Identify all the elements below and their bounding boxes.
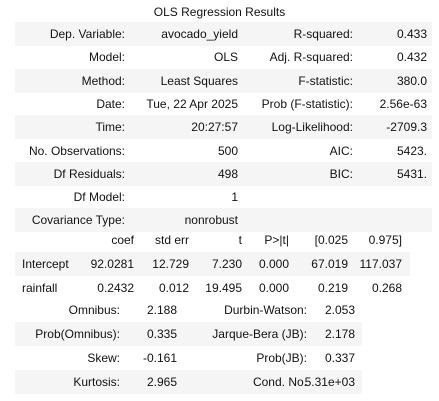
table-cell: Prob(Omnibus): [35, 327, 120, 341]
table-cell: 0.012 [158, 281, 189, 295]
table-cell: Durbin-Watson: [224, 303, 307, 317]
table-cell: Omnibus: [68, 303, 120, 317]
table-cell: 5431. [396, 166, 427, 181]
table-cell: 2.56e-63 [379, 96, 427, 111]
table-cell: Log-Likelihood: [271, 120, 353, 135]
table-cell: Date: [96, 96, 125, 111]
table-cell: 1 [231, 190, 238, 205]
table-cell: 7.230 [211, 257, 242, 271]
table-cell: 0.2432 [97, 281, 134, 295]
table-cell: 0.335 [146, 327, 177, 341]
table-cell: R-squared: [293, 27, 353, 41]
table-cell: No. Observations: [28, 143, 125, 158]
table-cell: Prob (F-statistic): [261, 96, 353, 111]
table-cell: rainfall [22, 281, 58, 295]
table-cell: std err [154, 233, 189, 247]
table-cell: [0.025 [314, 233, 348, 247]
table-cell: 0.337 [324, 351, 355, 365]
table-row: Df Model: 1 [15, 185, 432, 209]
table-cell: -2709.3 [386, 120, 427, 135]
table-cell: -0.161 [142, 351, 177, 365]
table-cell: avocado_yield [161, 27, 238, 41]
table-cell: 12.729 [152, 257, 189, 271]
table-cell: 498 [217, 166, 238, 181]
table-row: rainfall 0.2432 0.012 19.495 0.000 0.219 0.268 [15, 276, 410, 300]
table-row: No. Observations: 500 AIC: 5423. [15, 139, 432, 163]
table-cell: Covariance Type: [31, 213, 125, 228]
table-cell: 0.000 [258, 257, 289, 271]
table-cell: 92.0281 [90, 257, 134, 271]
table-cell: 20:27:57 [191, 120, 238, 135]
table-cell: 0.268 [371, 281, 402, 295]
table-cell: Intercept [22, 257, 69, 271]
table-cell: Least Squares [160, 73, 238, 88]
table-cell: 2.178 [324, 327, 355, 341]
table-row: Method: Least Squares F-statistic: 380.0 [15, 68, 432, 93]
table-cell: BIC: [329, 166, 353, 181]
table-cell: Df Model: [73, 190, 125, 205]
table-cell: Kurtosis: [73, 375, 120, 389]
table-cell: Tue, 22 Apr 2025 [146, 96, 238, 111]
table-cell: Skew: [87, 351, 120, 365]
table-cell: 2.188 [146, 303, 177, 317]
table-row: Omnibus: 2.188 Durbin-Watson: 2.053 [15, 298, 362, 322]
table-cell: 117.037 [359, 257, 403, 271]
table-cell: Jarque-Bera (JB): [212, 327, 307, 341]
table-cell: nonrobust [184, 213, 238, 228]
table-row: Intercept 92.0281 12.729 7.230 0.000 67.019 11… [15, 252, 410, 276]
table-cell: 0.432 [396, 50, 427, 65]
table-row: Model: OLS Adj. R-squared: 0.432 [15, 45, 432, 69]
table-cell: 67.019 [311, 257, 348, 271]
table-cell: 2.965 [146, 375, 177, 389]
table-cell: Adj. R-squared: [269, 50, 353, 65]
table-cell: Prob(JB): [256, 351, 307, 365]
table-row: Prob(Omnibus): 0.335 Jarque-Bera (JB): 2.17… [15, 322, 362, 346]
table-cell: P>|t| [264, 233, 289, 247]
table-cell: 380.0 [396, 73, 427, 88]
table-cell: coef [111, 233, 134, 247]
table-row: Kurtosis: 2.965 Cond. No. 5.31e+03 [15, 370, 362, 394]
table-cell: F-statistic: [298, 73, 353, 88]
table-cell: Method: [81, 73, 125, 88]
table-cell: OLS [213, 50, 238, 65]
table-row: Skew: -0.161 Prob(JB): 0.337 [15, 346, 362, 370]
table-row: Dep. Variable: avocado_yield R-squared: 0.4… [15, 22, 432, 46]
table-cell: t [238, 233, 242, 247]
table-row: Date: Tue, 22 Apr 2025 Prob (F-statistic):… [15, 92, 432, 116]
table-title: OLS Regression Results [153, 5, 286, 19]
table-cell: Cond. No. [252, 375, 307, 389]
table-row: Covariance Type: nonrobust [15, 208, 432, 233]
table-cell: Df Residuals: [53, 166, 125, 181]
table-cell: 0.219 [317, 281, 348, 295]
table-cell: 0.433 [396, 27, 427, 41]
table-cell: 0.000 [258, 281, 289, 295]
table-cell: Dep. Variable: [49, 27, 125, 41]
table-cell: 19.495 [205, 281, 242, 295]
table-cell: 500 [217, 143, 238, 158]
table-cell: 0.975] [368, 233, 402, 247]
table-cell: Time: [95, 120, 125, 135]
table-cell: AIC: [329, 143, 353, 158]
table-cell: Model: [88, 50, 125, 65]
table-row: coef std err t P>|t| [0.025 0.975] [15, 228, 410, 252]
table-cell: 5.31e+03 [304, 375, 355, 389]
table-cell: 5423. [396, 143, 427, 158]
table-row: Df Residuals: 498 BIC: 5431. [15, 161, 432, 186]
table-cell: 2.053 [324, 303, 355, 317]
table-row: Time: 20:27:57 Log-Likelihood: -2709.3 [15, 115, 432, 140]
